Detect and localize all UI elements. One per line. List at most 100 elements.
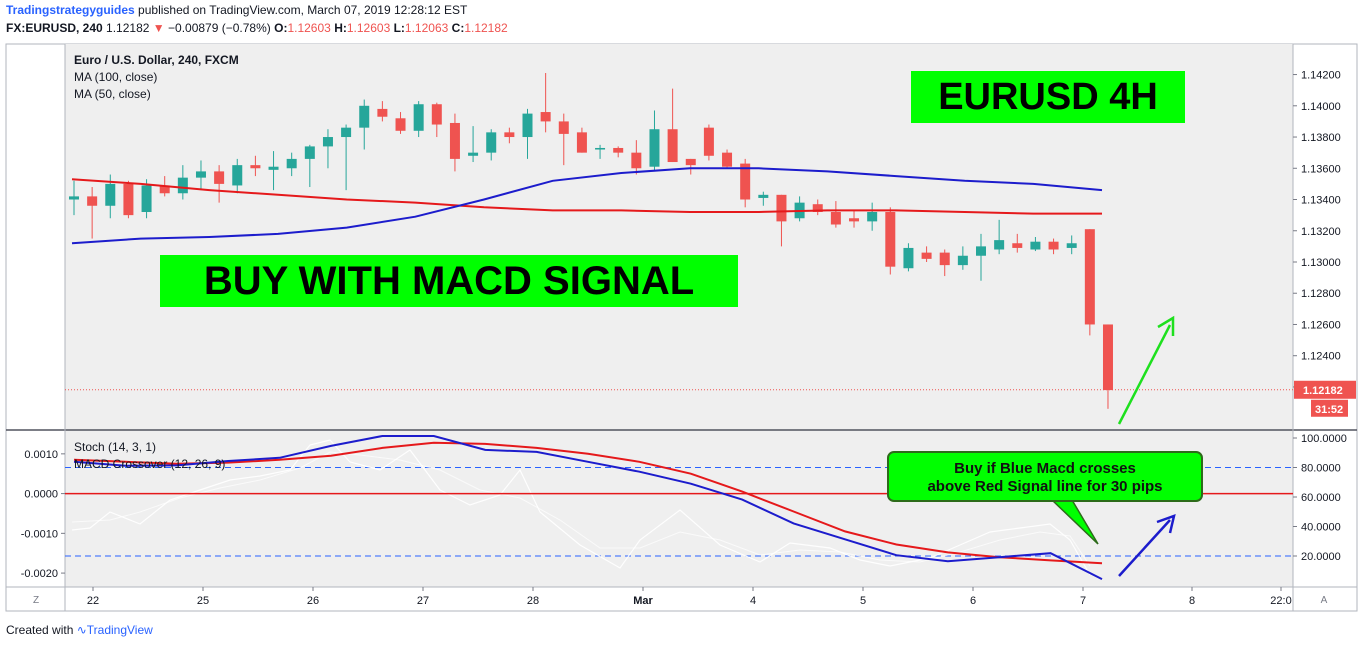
ma100-line: [71, 178, 1102, 215]
candle: [1066, 235, 1077, 255]
candle: [286, 152, 297, 177]
candle-body: [1102, 324, 1113, 391]
candle: [87, 187, 98, 239]
down-triangle-icon: ▼: [152, 21, 165, 35]
countdown-badge-label: 31:52: [1315, 404, 1343, 416]
time-tick-label: 26: [307, 595, 319, 607]
macd-tick-label: -0.0010: [21, 528, 58, 540]
candle-body: [957, 255, 968, 266]
auto-scale-icon: A: [1321, 595, 1328, 606]
candle-body: [413, 104, 424, 131]
price-change: −0.00879 (−0.78%): [168, 21, 271, 35]
candle-body: [867, 212, 878, 222]
candle-body: [250, 165, 261, 169]
candle: [449, 113, 460, 172]
candle-body: [177, 177, 188, 194]
candle-body: [1048, 241, 1059, 250]
candle: [304, 144, 315, 188]
candle: [540, 72, 551, 133]
candle-body: [522, 113, 533, 138]
candle-body: [159, 185, 170, 194]
candle-body: [87, 196, 98, 206]
candle: [413, 101, 424, 138]
candle-body: [776, 194, 787, 222]
tradingview-link[interactable]: TradingView: [86, 623, 153, 637]
low-label: L:: [393, 21, 405, 35]
candle-body: [105, 183, 116, 206]
candle: [957, 246, 968, 270]
legend-ma100: MA (100, close): [74, 70, 158, 84]
candle-body: [812, 204, 823, 213]
candle-body: [449, 122, 460, 159]
candle: [903, 243, 914, 272]
candle: [939, 249, 950, 277]
legend-stoch: Stoch (14, 3, 1): [74, 440, 157, 454]
candle-body: [649, 129, 660, 167]
candle: [522, 108, 533, 159]
close-value: 1.12182: [464, 21, 508, 35]
candle-body: [685, 158, 696, 166]
candle-body: [322, 137, 333, 147]
open-label: O:: [274, 21, 288, 35]
candle: [377, 101, 388, 122]
candle: [613, 146, 624, 158]
candle: [195, 160, 206, 191]
candle: [921, 246, 932, 262]
stoch-d-line: [71, 451, 1091, 567]
symbol-label: FX:EURUSD, 240: [6, 21, 103, 35]
candle: [1084, 229, 1095, 336]
candle-body: [576, 132, 587, 153]
footer: Created with ∿TradingView: [6, 623, 153, 637]
candle-body: [885, 212, 896, 267]
legend-ma50: MA (50, close): [74, 87, 151, 101]
candle: [123, 180, 134, 219]
candle-body: [631, 152, 642, 169]
candle-body: [903, 247, 914, 269]
candle-body: [921, 252, 932, 259]
high-label: H:: [334, 21, 347, 35]
candle: [685, 158, 696, 175]
candle-body: [341, 127, 352, 138]
candle: [177, 165, 188, 200]
close-label: C:: [451, 21, 465, 35]
candle-body: [667, 129, 678, 163]
price-tick-label: 1.14200: [1301, 70, 1341, 82]
candle: [994, 219, 1005, 255]
time-tick-label: 22:0: [1270, 595, 1291, 607]
sub-legend: Stoch (14, 3, 1) MACD Crossover (12, 26,…: [74, 440, 225, 471]
candle: [703, 124, 714, 161]
candle: [468, 126, 479, 163]
candle-body: [395, 118, 406, 131]
time-tick-label: Mar: [633, 595, 653, 607]
candle: [1012, 233, 1023, 253]
signal-line: [73, 441, 1103, 565]
candle: [722, 149, 733, 169]
candle-body: [377, 108, 388, 117]
candle: [667, 88, 678, 163]
price-tick-label: 1.14000: [1301, 101, 1341, 113]
candle-body: [304, 146, 315, 159]
candle: [322, 129, 333, 169]
candle-body: [613, 147, 624, 153]
stoch-tick-label: 60.0000: [1301, 492, 1341, 504]
price-tick-label: 1.12600: [1301, 319, 1341, 331]
candle: [849, 210, 860, 228]
candle: [141, 179, 152, 219]
candle: [268, 151, 279, 191]
candle-body: [359, 105, 370, 128]
title-banner: EURUSD 4H: [911, 71, 1185, 123]
candle-body: [540, 112, 551, 122]
open-value: 1.12603: [287, 21, 331, 35]
tradingview-logo-icon: ∿: [76, 623, 87, 637]
candle: [214, 165, 225, 203]
candle: [976, 233, 986, 281]
author-link[interactable]: Tradingstrategyguides: [6, 3, 135, 17]
buy-callout: Buy if Blue Macd crosses above Red Signa…: [887, 451, 1203, 502]
candle-body: [849, 218, 860, 222]
candle: [867, 202, 878, 231]
candle-body: [1066, 243, 1077, 248]
stoch-tick-label: 20.0000: [1301, 551, 1341, 563]
candle-body: [431, 104, 442, 125]
macd-tick-label: 0.0000: [24, 489, 58, 501]
time-tick-label: 25: [197, 595, 209, 607]
